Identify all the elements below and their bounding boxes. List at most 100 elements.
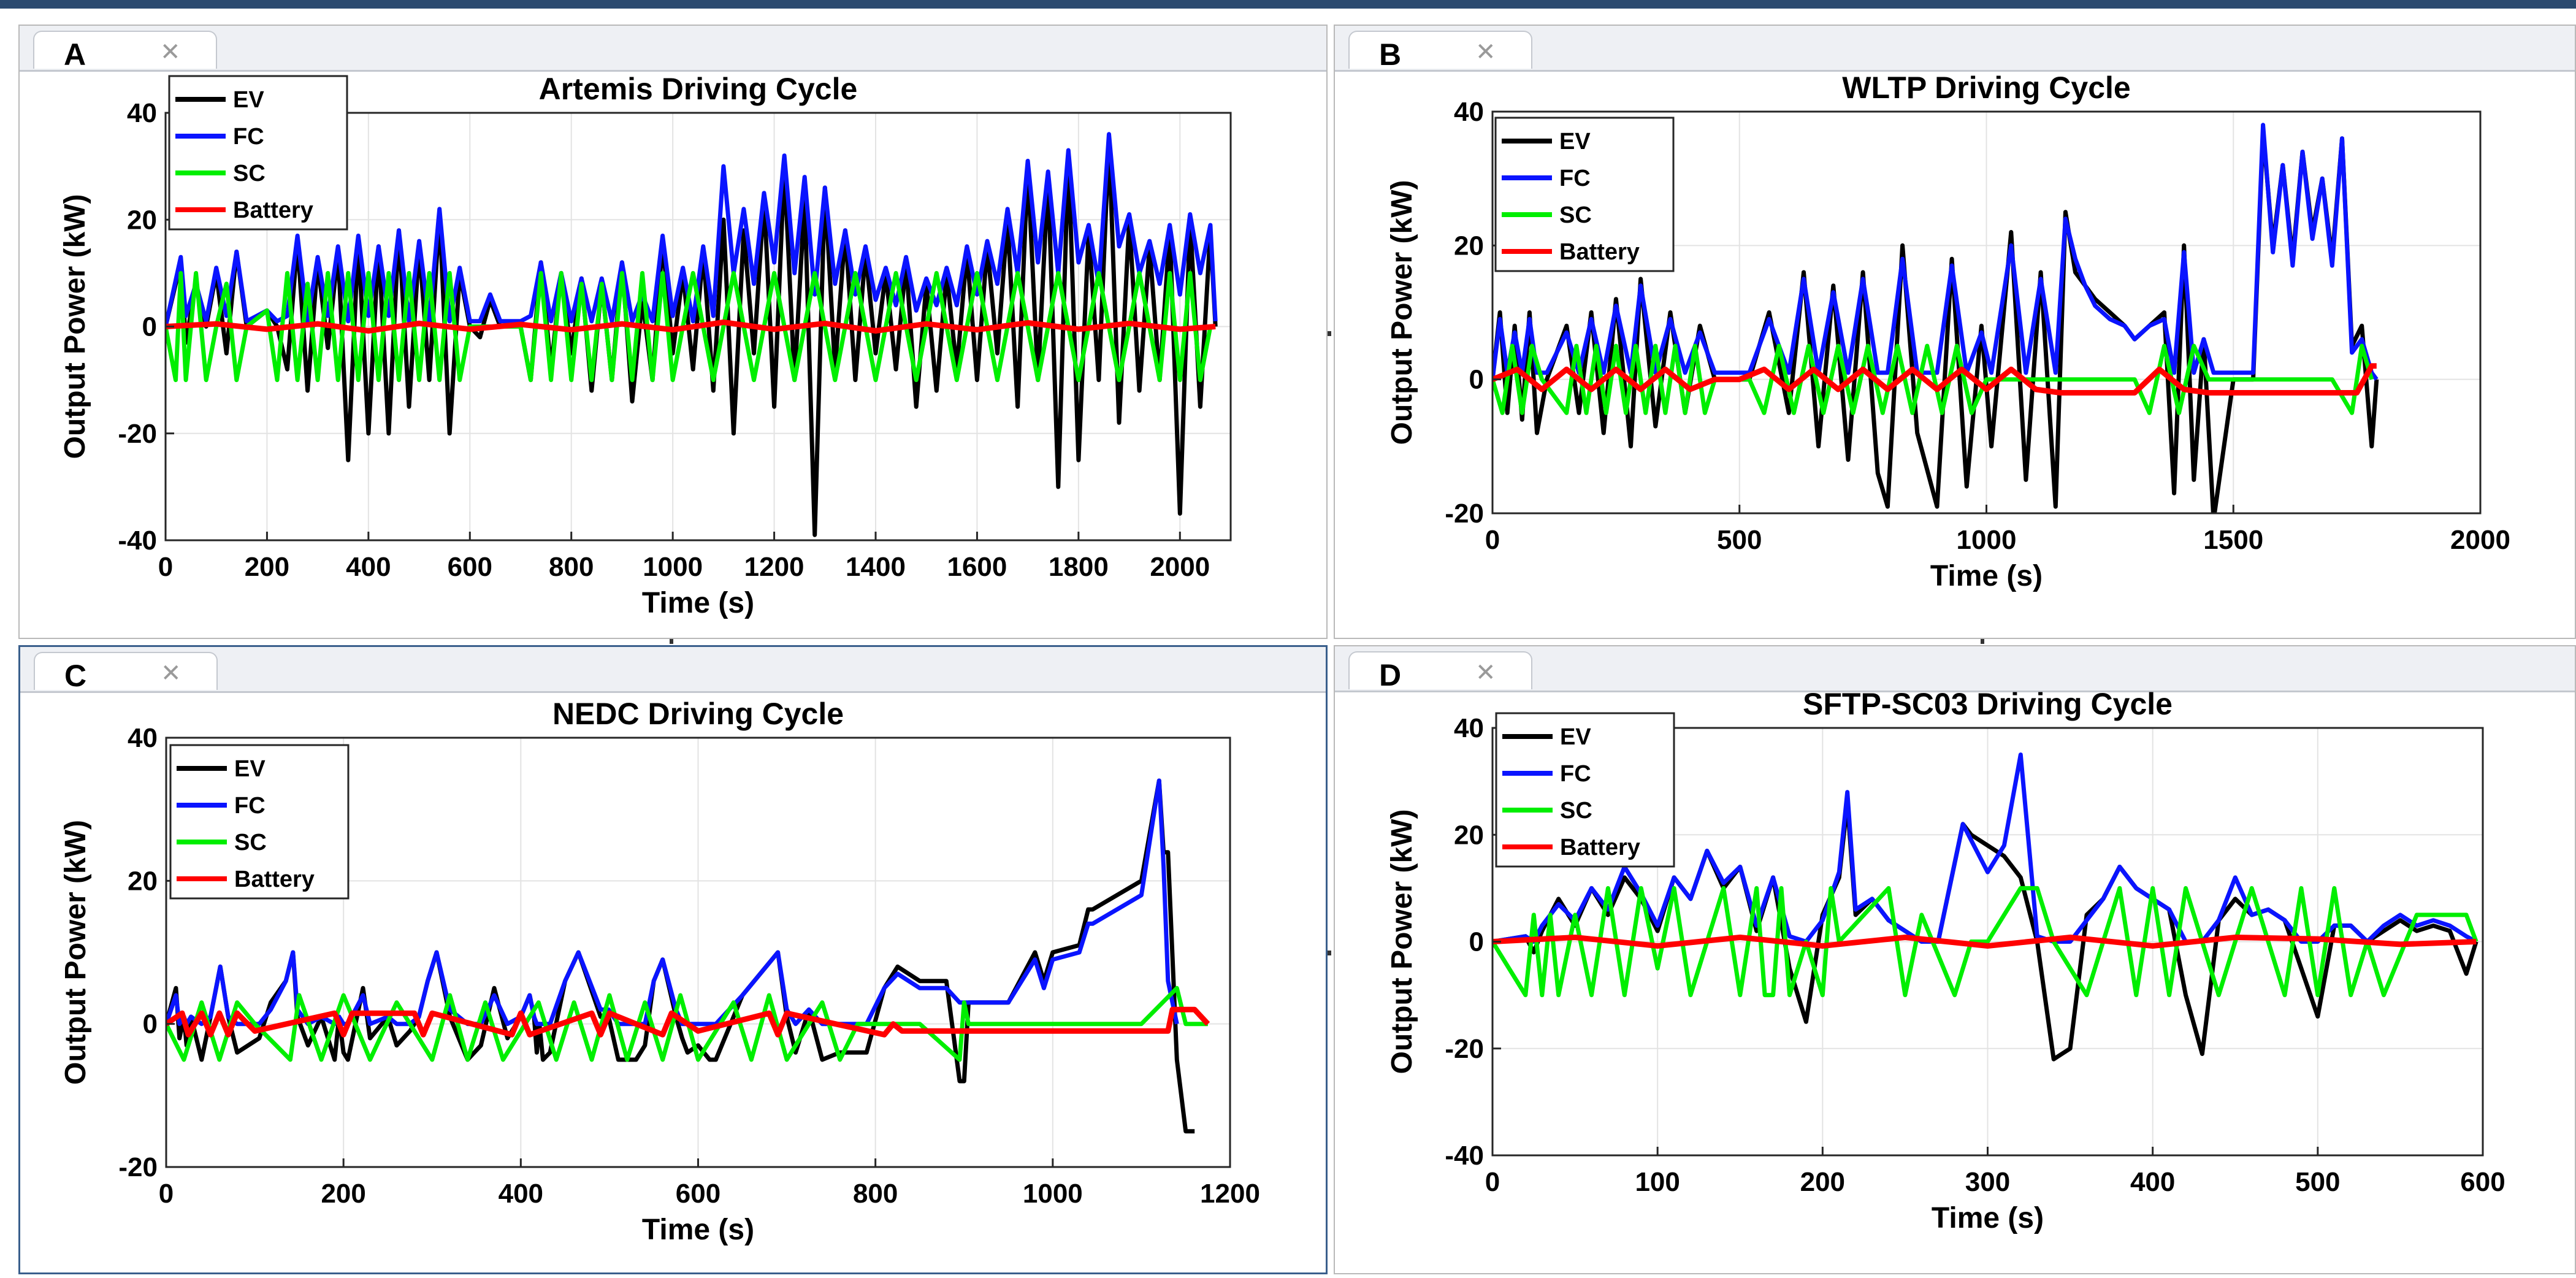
series-line-battery (1492, 363, 2377, 396)
x-tick-label: 1400 (846, 552, 906, 582)
x-tick-label: 100 (1635, 1167, 1680, 1197)
x-tick-label: 0 (1485, 1167, 1500, 1197)
close-icon[interactable]: ✕ (161, 660, 182, 687)
legend-label: Battery (233, 197, 313, 223)
x-tick-label: 600 (448, 552, 492, 582)
tab-d[interactable]: D ✕ (1348, 651, 1532, 692)
series-line-sc (1492, 886, 2479, 998)
legend-label: Battery (234, 867, 315, 892)
series-line-sc (166, 270, 1213, 383)
figure-window-a: A ✕ 0 200 400 600 800 1000 1200 1400 1600 1800 200… (18, 25, 1328, 639)
tab-strip: B ✕ (1335, 26, 2575, 72)
legend-label: FC (1559, 166, 1591, 191)
x-tick-label: 400 (346, 552, 391, 582)
window-top-bar (0, 0, 2576, 9)
legend-label: SC (1560, 798, 1592, 824)
x-tick-label: 1800 (1049, 552, 1109, 582)
y-tick-label: -20 (1445, 499, 1484, 529)
tab-label: C (64, 659, 87, 693)
x-tick-label: 200 (245, 552, 289, 582)
y-tick-label: 20 (127, 205, 157, 235)
legend-label: EV (233, 87, 264, 113)
legend-label: SC (234, 830, 267, 855)
tab-strip: D ✕ (1335, 646, 2575, 692)
tab-a[interactable]: A ✕ (33, 31, 217, 72)
y-tick-label: -20 (118, 419, 157, 449)
y-axis-label: Output Power (kW) (1386, 809, 1418, 1074)
series-line-fc (1492, 752, 2477, 944)
close-icon[interactable]: ✕ (1475, 659, 1496, 686)
legend: EV FC SC Battery (1495, 712, 1675, 868)
x-axis-label: Time (s) (642, 1214, 754, 1246)
y-tick-label: -20 (1445, 1034, 1484, 1064)
x-tick-label: 1200 (744, 552, 805, 582)
tab-label: D (1379, 658, 1402, 692)
legend-label: FC (234, 793, 266, 819)
legend: EV FC SC Battery (1494, 117, 1675, 272)
divider-mark (1328, 951, 1331, 955)
x-tick-label: 1600 (947, 552, 1007, 582)
legend: EV FC SC Battery (169, 744, 350, 900)
series-line-fc (1492, 123, 2379, 381)
y-tick-label: 40 (127, 98, 157, 128)
y-tick-label: 40 (1454, 713, 1484, 743)
close-icon[interactable]: ✕ (1475, 39, 1496, 66)
x-tick-label: 600 (2460, 1167, 2505, 1197)
x-tick-label: 400 (2130, 1167, 2175, 1197)
chart-title: SFTP-SC03 Driving Cycle (1803, 687, 2173, 721)
legend-label: Battery (1560, 835, 1640, 860)
series-line-battery (166, 1006, 1210, 1038)
x-tick-label: 200 (321, 1179, 365, 1209)
series-line-battery (1492, 935, 2477, 949)
series-line-sc (1492, 343, 2374, 415)
x-tick-label: 1200 (1200, 1179, 1260, 1209)
x-tick-label: 0 (158, 552, 173, 582)
x-tick-label: 600 (676, 1179, 720, 1209)
x-tick-label: 1500 (2203, 525, 2263, 555)
legend-label: EV (1559, 129, 1591, 155)
x-tick-label: 800 (549, 552, 594, 582)
tab-strip: C ✕ (20, 647, 1326, 693)
x-tick-label: 500 (1717, 525, 1762, 555)
x-tick-label: 1000 (643, 552, 703, 582)
divider-mark (1981, 639, 1984, 644)
chart-sftp: 0 100 200 300 400 500 600 -40 -20 0 20 40 SFTP-SC03 … (1386, 687, 2505, 1234)
legend-label: EV (1560, 724, 1591, 750)
y-tick-label: 20 (1454, 820, 1484, 850)
x-tick-label: 800 (853, 1179, 898, 1209)
x-tick-label: 0 (159, 1179, 174, 1209)
x-tick-label: 400 (499, 1179, 543, 1209)
legend-label: FC (233, 124, 264, 150)
x-tick-label: 2000 (2450, 525, 2510, 555)
x-axis-label: Time (s) (1930, 560, 2043, 592)
y-axis-label: Output Power (kW) (59, 194, 91, 459)
close-icon[interactable]: ✕ (160, 39, 181, 66)
x-axis-label: Time (s) (1932, 1202, 2044, 1234)
y-tick-label: 0 (1469, 927, 1484, 957)
x-tick-label: 200 (1800, 1167, 1845, 1197)
tab-c[interactable]: C ✕ (34, 652, 218, 693)
chart-title: WLTP Driving Cycle (1842, 71, 2130, 105)
y-axis-label: Output Power (kW) (59, 820, 92, 1085)
y-axis-label: Output Power (kW) (1386, 180, 1418, 445)
chart-title: NEDC Driving Cycle (552, 697, 844, 731)
x-tick-label: 300 (1965, 1167, 2010, 1197)
figure-window-b: B ✕ 0 500 1000 1500 2000 -20 0 20 40 WLTP Driving… (1334, 25, 2576, 639)
tab-b[interactable]: B ✕ (1348, 31, 1532, 72)
x-tick-label: 1000 (1023, 1179, 1083, 1209)
y-tick-label: 40 (1454, 97, 1484, 127)
y-tick-label: -40 (118, 526, 157, 556)
tab-strip: A ✕ (20, 26, 1326, 72)
x-tick-label: 500 (2295, 1167, 2340, 1197)
tab-label: B (1379, 37, 1402, 72)
divider-mark (670, 639, 673, 644)
legend: EV FC SC Battery (168, 75, 348, 231)
tab-label: A (64, 37, 86, 72)
y-tick-label: 0 (1469, 365, 1484, 395)
x-tick-label: 1000 (1957, 525, 2017, 555)
y-tick-label: 0 (143, 1009, 158, 1039)
figure-window-c: C ✕ 0 200 400 600 800 1000 1200 -20 0 20 40 NEDC Dr… (18, 645, 1328, 1274)
y-tick-label: 20 (128, 866, 158, 896)
